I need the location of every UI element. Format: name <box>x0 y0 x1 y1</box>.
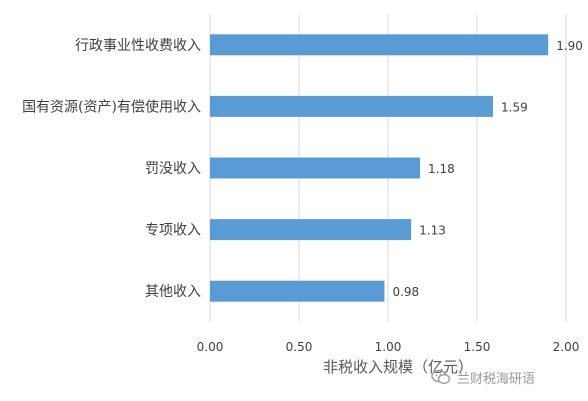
x-tick-label: 2.00 <box>553 340 580 354</box>
x-tick-label: 1.00 <box>375 340 402 354</box>
category-label: 国有资源(资产)有偿使用收入 <box>22 98 201 115</box>
category-label: 其他收入 <box>145 284 201 300</box>
bar <box>210 34 549 56</box>
x-tick-label: 1.50 <box>464 340 491 354</box>
data-label: 1.90 <box>556 39 583 53</box>
category-label: 专项收入 <box>145 223 201 239</box>
x-tick-labels: 0.00 0.50 1.00 1.50 2.00 <box>197 340 580 354</box>
category-label: 罚没收入 <box>145 161 201 177</box>
x-tick-label: 0.50 <box>286 340 313 354</box>
bar <box>210 157 421 179</box>
bar <box>210 280 385 302</box>
x-tick-label: 0.00 <box>197 340 224 354</box>
watermark-text: 兰财税海研语 <box>457 371 536 387</box>
data-label: 1.59 <box>501 100 528 114</box>
data-label: 1.18 <box>428 162 455 176</box>
data-label: 1.13 <box>419 224 446 238</box>
category-label: 行政事业性收费收入 <box>75 38 201 54</box>
bar <box>210 219 412 241</box>
bars <box>210 34 549 302</box>
bar <box>210 95 494 117</box>
watermark: 兰财税海研语 <box>431 366 535 388</box>
value-labels: 1.90 1.59 1.18 1.13 0.98 <box>392 39 582 299</box>
data-label: 0.98 <box>392 285 419 299</box>
wechat-logo-icon <box>431 369 451 385</box>
